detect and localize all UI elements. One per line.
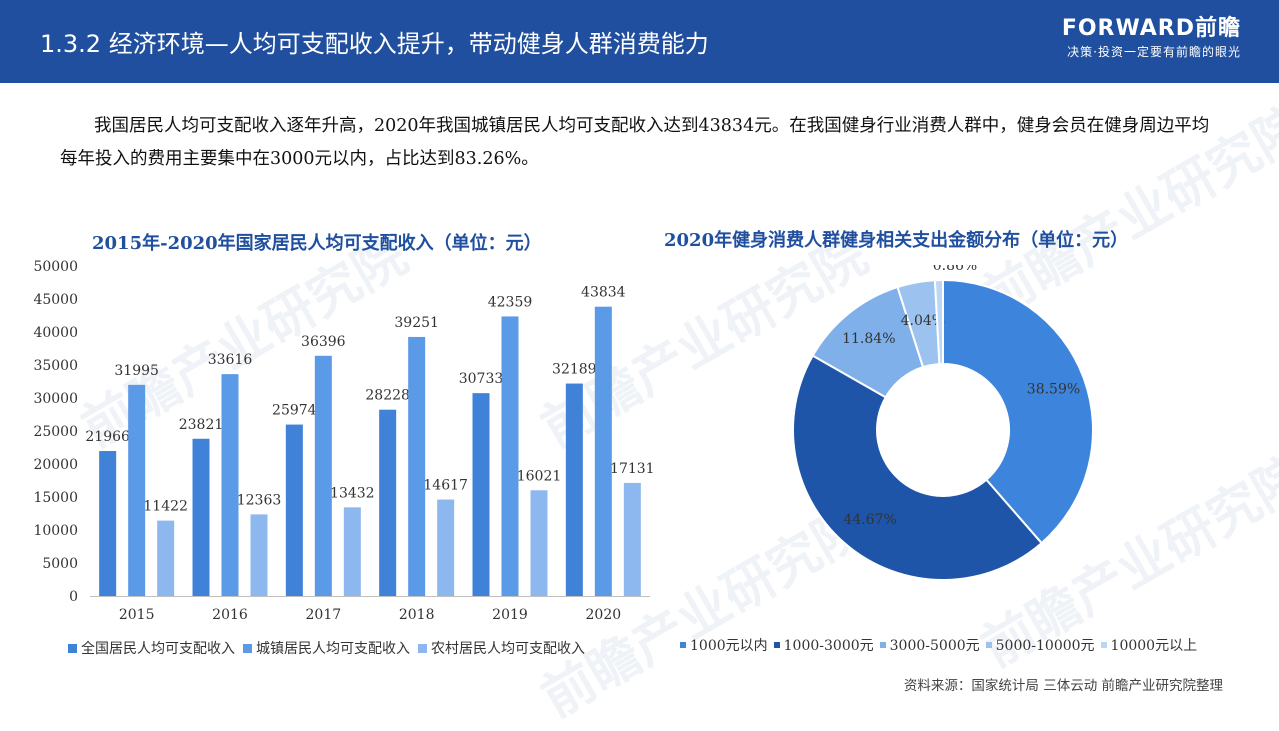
y-tick-label: 45000: [33, 292, 78, 308]
x-tick-label: 2017: [306, 607, 342, 623]
header-bar: 1.3.2 经济环境—人均可支配收入提升，带动健身人群消费能力 FORWARD前…: [0, 0, 1279, 83]
legend-label: 1000-3000元: [783, 638, 874, 654]
legend-swatch: [243, 643, 252, 653]
legend-item: 10000元以上: [1100, 635, 1198, 655]
pie-slice: [933, 278, 944, 366]
y-tick-label: 0: [69, 589, 78, 605]
bar-value-label: 11422: [143, 499, 188, 515]
legend-swatch: [680, 642, 686, 648]
legend-swatch: [418, 643, 427, 653]
bar-value-label: 36396: [301, 334, 346, 350]
brand-name: FORWARD前瞻: [1061, 16, 1241, 41]
legend-swatch: [879, 642, 886, 648]
legend-item: 农村居民人均可支配收入: [418, 638, 585, 658]
pie-slice: [942, 278, 1094, 545]
y-tick-label: 50000: [33, 259, 78, 275]
bar-value-label: 31995: [114, 363, 159, 379]
brand-slogan: 决策·投资一定要有前瞻的眼光: [1067, 45, 1241, 59]
bar-chart-legend: 全国居民人均可支配收入 城镇居民人均可支配收入 农村居民人均可支配收入: [68, 638, 593, 658]
bar: [250, 514, 268, 596]
bar-value-label: 32189: [552, 362, 597, 378]
legend-swatch: [773, 642, 780, 648]
bar-chart-title: 2015年-2020年国家居民人均可支配收入（单位：元）: [92, 233, 542, 254]
y-tick-label: 25000: [33, 424, 78, 440]
x-tick-label: 2015: [119, 607, 155, 623]
x-tick-label: 2016: [212, 607, 248, 623]
legend-item: 3000-5000元: [879, 635, 980, 655]
y-tick-label: 35000: [33, 358, 78, 374]
bar: [472, 393, 490, 596]
pie-slice-label: 0.86%: [933, 265, 977, 274]
x-tick-label: 2018: [399, 607, 435, 623]
bar: [408, 336, 426, 596]
x-tick-label: 2020: [586, 607, 622, 623]
bar-value-label: 42359: [488, 294, 533, 310]
x-tick-label: 2019: [492, 607, 528, 623]
legend-swatch: [985, 642, 992, 648]
y-tick-label: 40000: [33, 325, 78, 341]
legend-item: 1000-3000元: [773, 635, 874, 655]
bar: [530, 490, 548, 596]
legend-swatch: [1100, 642, 1107, 648]
bar: [285, 424, 303, 596]
expense-donut-chart: 38.59% 44.67% 11.84% 4.04% 0.86%: [792, 265, 1094, 581]
bar-value-label: 33616: [208, 352, 253, 368]
bar: [501, 316, 519, 596]
bar: [623, 482, 641, 596]
bar-value-label: 30733: [459, 371, 504, 387]
brand-logo: FORWARD前瞻 决策·投资一定要有前瞻的眼光: [1062, 16, 1241, 60]
legend-label: 全国居民人均可支配收入: [81, 641, 235, 657]
bar: [221, 374, 239, 596]
income-bar-chart: 0 5000 10000 15000 20000 25000 30000 35000 40000…: [33, 259, 655, 623]
page-title: 1.3.2 经济环境—人均可支配收入提升，带动健身人群消费能力: [40, 30, 709, 58]
bar-value-label: 21966: [85, 429, 130, 445]
legend-label: 1000元以内: [690, 638, 768, 654]
legend-label: 农村居民人均可支配收入: [431, 641, 585, 657]
bar-value-label: 25974: [272, 403, 317, 419]
legend-label: 5000-10000元: [995, 638, 1095, 654]
legend-item: 城镇居民人均可支配收入: [243, 638, 410, 658]
legend-item: 1000元以内: [680, 635, 768, 655]
pie-slice-label: 4.04%: [901, 313, 945, 329]
legend-label: 3000-5000元: [889, 638, 980, 654]
bar: [99, 451, 117, 596]
bar: [565, 383, 583, 596]
bar: [343, 507, 361, 596]
y-tick-label: 15000: [33, 490, 78, 506]
bar-value-label: 28228: [365, 388, 410, 404]
y-tick-label: 10000: [33, 523, 78, 539]
bar-value-label: 13432: [330, 485, 375, 501]
bar-value-label: 14617: [423, 478, 468, 494]
legend-label: 城镇居民人均可支配收入: [256, 641, 410, 657]
pie-chart-title: 2020年健身消费人群健身相关支出金额分布（单位：元）: [664, 230, 1129, 251]
bar-value-label: 12363: [237, 492, 282, 508]
bar: [192, 438, 210, 596]
y-tick-label: 5000: [42, 556, 78, 572]
pie-slice-label: 44.67%: [843, 512, 896, 528]
bar-value-label: 16021: [517, 468, 562, 484]
bar: [437, 499, 455, 596]
legend-label: 10000元以上: [1110, 638, 1198, 654]
pie-slice-label: 38.59%: [1027, 382, 1080, 398]
bar-value-label: 43834: [581, 285, 626, 301]
y-tick-label: 20000: [33, 457, 78, 473]
source-note: 资料来源：国家统计局 三体云动 前瞻产业研究院整理: [903, 678, 1223, 694]
bar-value-label: 39251: [394, 315, 439, 331]
bar: [157, 520, 175, 596]
y-tick-label: 30000: [33, 391, 78, 407]
pie-slice: [792, 354, 1043, 581]
legend-swatch: [68, 643, 77, 653]
pie-slice-label: 11.84%: [842, 331, 895, 347]
legend-item: 5000-10000元: [985, 635, 1095, 655]
legend-item: 全国居民人均可支配收入: [68, 638, 235, 658]
bar: [594, 306, 612, 596]
bar: [128, 384, 146, 596]
bar: [314, 355, 332, 596]
bar-value-label: 23821: [179, 417, 224, 433]
bar-value-label: 17131: [610, 461, 655, 477]
bar: [379, 409, 397, 596]
intro-paragraph: 我国居民人均可支配收入逐年升高，2020年我国城镇居民人均可支配收入达到4383…: [60, 116, 1210, 169]
pie-chart-legend: 1000元以内 1000-3000元 3000-5000元 5000-10000元 10…: [680, 635, 1203, 655]
